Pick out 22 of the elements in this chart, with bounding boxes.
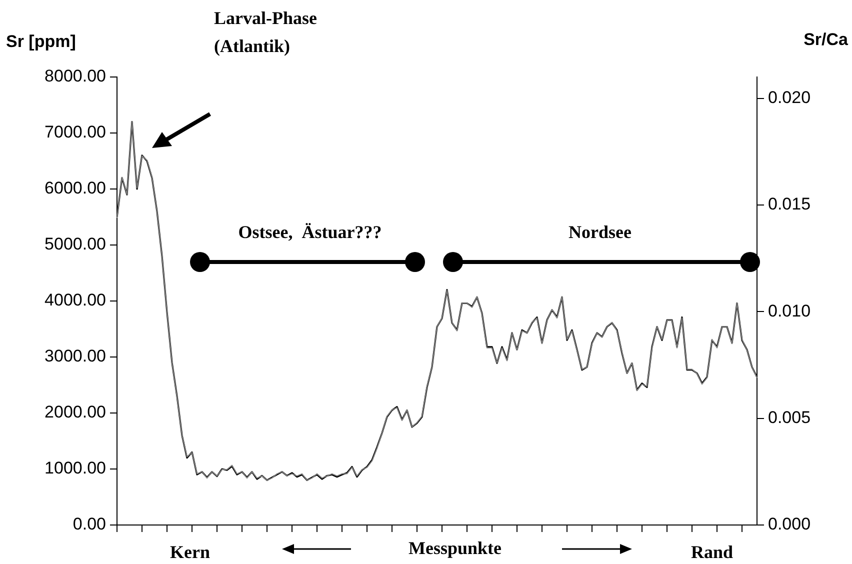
x-axis-title: Messpunkte: [407, 538, 502, 559]
y-tick-label: 6000.00: [44, 178, 106, 198]
y-axis-title: Sr [ppm]: [6, 32, 76, 52]
annotation: Nordsee: [568, 221, 632, 244]
y2-tick-label: 0.010: [768, 301, 811, 320]
y-tick-label: 1000.00: [44, 458, 106, 478]
y-tick-label: 5000.00: [44, 234, 106, 254]
y2-tick-label: 0.020: [768, 88, 811, 108]
y-tick-label: 2000.00: [44, 402, 106, 422]
y-tick-label: 4000.00: [44, 290, 106, 310]
y-tick-label: 8000.00: [44, 66, 106, 86]
y-tick-label: 7000.00: [44, 122, 106, 142]
y2-axis-title: Sr/Ca: [804, 30, 848, 50]
y-tick-label: 0.00: [72, 514, 106, 534]
y-tick-label: 3000.00: [44, 346, 106, 366]
text: Larval-Phase (Atlantik): [214, 7, 318, 58]
text: Rand: [690, 541, 734, 564]
y2-tick-label: 0.015: [768, 194, 811, 214]
text: Kern: [169, 541, 211, 564]
y2-tick-label: 0.000: [768, 514, 811, 534]
annotation: Ostsee, Ästuar???: [237, 221, 383, 244]
y2-tick-label: 0.005: [768, 408, 811, 428]
